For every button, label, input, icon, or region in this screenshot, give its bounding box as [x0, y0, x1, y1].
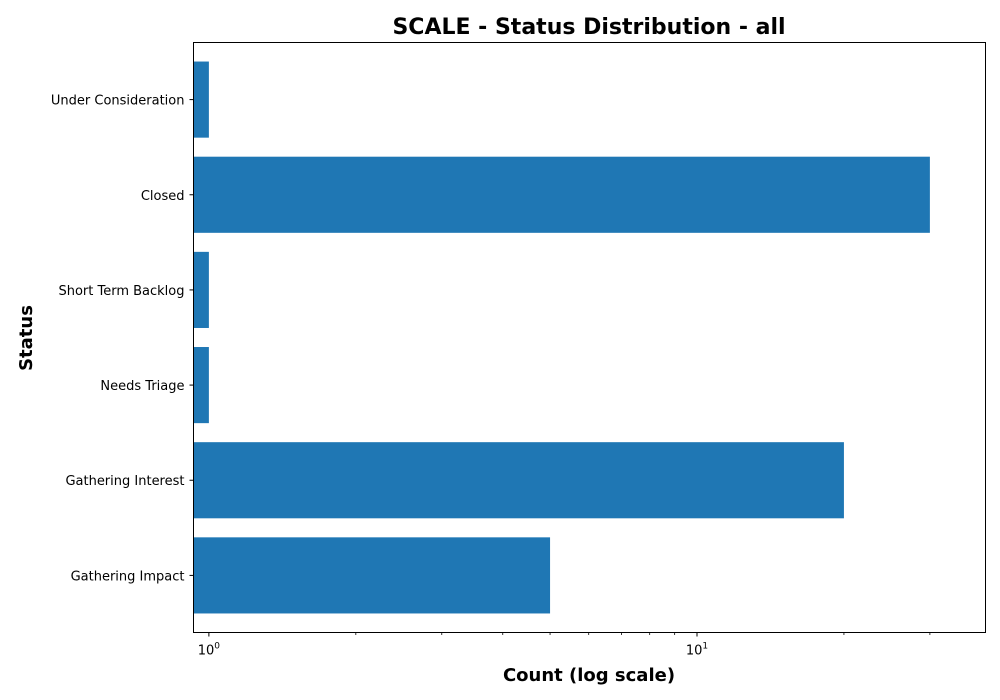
chart-title: SCALE - Status Distribution - all	[392, 15, 785, 40]
y-tick-label: Under Consideration	[51, 94, 185, 109]
y-axis-label: Status	[16, 305, 37, 371]
y-tick-label: Needs Triage	[100, 379, 184, 394]
x-tick-label: 101	[686, 642, 708, 659]
x-axis-label: Count (log scale)	[503, 665, 675, 686]
bar-under-consideration	[193, 61, 209, 138]
bars-group	[193, 61, 930, 614]
bar-closed	[193, 156, 930, 233]
bar-needs-triage	[193, 347, 209, 424]
bar-gathering-interest	[193, 442, 844, 519]
bar-gathering-impact	[193, 537, 551, 614]
x-tick-label: 100	[198, 642, 221, 659]
y-tick-label: Gathering Impact	[71, 569, 185, 584]
y-tick-label: Closed	[141, 189, 185, 204]
y-tick-label: Short Term Backlog	[58, 284, 184, 299]
x-ticks-group: 100 101	[198, 632, 931, 659]
bar-short-term-backlog	[193, 251, 209, 328]
y-ticks-group: Under Consideration Closed Short Term Back…	[51, 94, 194, 584]
y-tick-label: Gathering Interest	[65, 474, 184, 489]
plot-frame	[193, 42, 986, 633]
